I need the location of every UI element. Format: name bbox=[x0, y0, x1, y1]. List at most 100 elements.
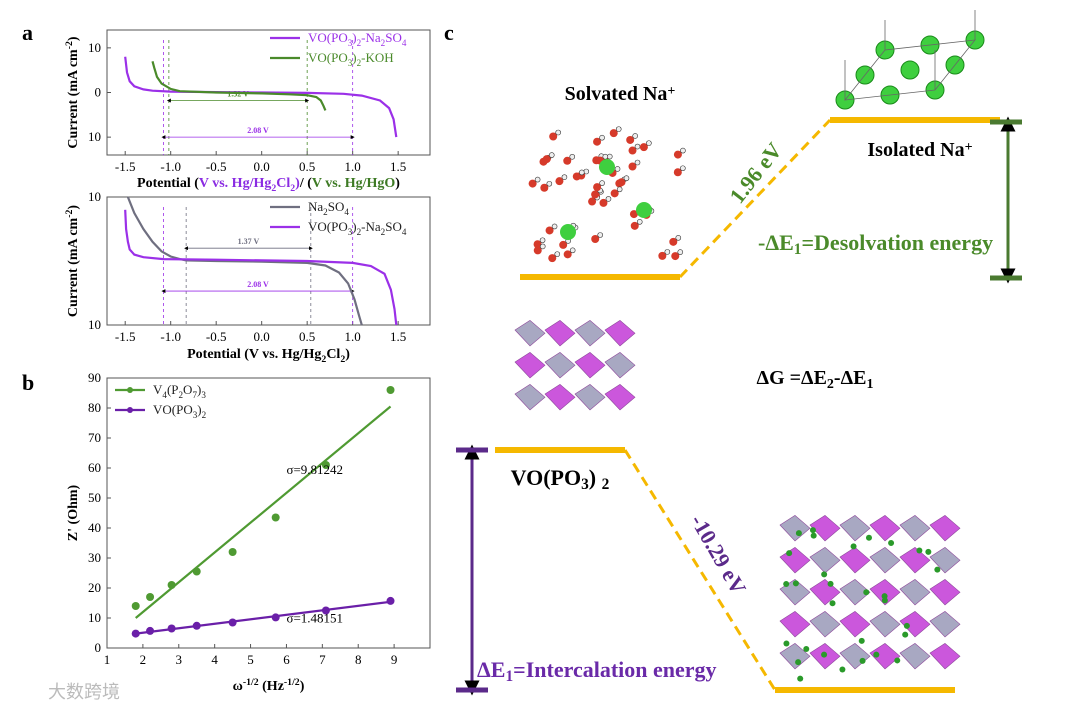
watermark: 大数跨境 bbox=[48, 682, 120, 703]
legend-swatch bbox=[127, 387, 133, 393]
water-h bbox=[578, 169, 585, 176]
na-ion bbox=[560, 224, 576, 240]
text-part: ) bbox=[352, 30, 356, 45]
na-site bbox=[902, 631, 909, 638]
y-tick-label: 40 bbox=[88, 520, 101, 535]
na-site bbox=[881, 597, 888, 604]
text-part: V vs. Hg/Hg bbox=[199, 176, 271, 191]
na-site bbox=[795, 659, 802, 666]
na-ion bbox=[599, 159, 615, 175]
polyhedron bbox=[809, 611, 841, 638]
text-part: 2 bbox=[381, 38, 386, 48]
x-tick-label: 5 bbox=[247, 652, 254, 667]
text-part: ΔE bbox=[477, 657, 505, 682]
point bbox=[131, 602, 140, 610]
water-o bbox=[671, 252, 680, 261]
point bbox=[167, 581, 176, 589]
water-h bbox=[554, 251, 561, 257]
legend-label: Na2SO4 bbox=[308, 199, 349, 217]
water-h bbox=[602, 153, 609, 160]
fit-line bbox=[135, 600, 391, 635]
text-part: -2 bbox=[64, 41, 75, 49]
text-part: 2 bbox=[357, 58, 362, 68]
water-o bbox=[533, 246, 542, 255]
point bbox=[228, 548, 237, 556]
text-part: VO(PO bbox=[308, 30, 348, 45]
polyhedron bbox=[809, 515, 841, 542]
polyhedron bbox=[899, 643, 931, 670]
span-label: 1.52 V bbox=[227, 90, 249, 99]
na-site bbox=[839, 666, 846, 673]
na-site bbox=[916, 547, 923, 554]
series-line bbox=[124, 56, 398, 138]
text-part: 2 bbox=[179, 390, 184, 400]
point bbox=[271, 513, 280, 522]
water-h bbox=[599, 180, 605, 186]
y-tick-label: 20 bbox=[88, 580, 101, 595]
text-part: ) bbox=[66, 36, 81, 41]
na-site bbox=[821, 651, 828, 658]
level-connector bbox=[623, 449, 777, 691]
water-h bbox=[561, 174, 568, 180]
panel-letter: c bbox=[444, 20, 454, 45]
water-o bbox=[610, 189, 619, 198]
water-o bbox=[609, 129, 618, 138]
x-tick-label: 1 bbox=[104, 652, 111, 667]
water-h bbox=[534, 176, 541, 183]
fit-annotation: σ=9.81242 bbox=[286, 462, 343, 477]
fit-line bbox=[135, 405, 392, 619]
text-part: -Na bbox=[361, 219, 381, 234]
water-h bbox=[680, 165, 686, 172]
x-tick-label: -1.5 bbox=[115, 159, 136, 174]
polyhedron bbox=[779, 547, 811, 574]
water-o bbox=[593, 183, 602, 192]
na-site bbox=[821, 571, 828, 578]
polyhedron bbox=[929, 579, 961, 606]
text-part: ) bbox=[300, 679, 305, 694]
y-tick-label: 10 bbox=[88, 610, 101, 625]
water-h bbox=[605, 196, 612, 202]
text-part: ΔG =ΔE bbox=[757, 367, 827, 389]
text-part: 3 bbox=[348, 58, 353, 68]
point bbox=[146, 593, 155, 601]
polyhedron bbox=[779, 611, 811, 638]
text-part: SO bbox=[385, 219, 402, 234]
y-tick-label: 10 bbox=[88, 189, 101, 204]
span-label: 2.08 V bbox=[247, 126, 269, 135]
water-o bbox=[629, 210, 638, 219]
text-part: + bbox=[965, 140, 973, 155]
legend-label: VO(PO3)2-KOH bbox=[308, 50, 394, 68]
na-site bbox=[783, 580, 790, 587]
na-site bbox=[873, 651, 880, 658]
point bbox=[131, 629, 140, 638]
x-tick-label: 1.5 bbox=[390, 329, 406, 344]
energy-value: 1.96 eV bbox=[724, 138, 787, 208]
water-o bbox=[563, 250, 572, 259]
na-site bbox=[888, 539, 895, 546]
legend-label: VO(PO3)2 bbox=[153, 402, 207, 420]
y-tick-label: 0 bbox=[95, 640, 102, 655]
label: Isolated Na+ bbox=[867, 139, 972, 161]
water-h bbox=[539, 237, 546, 244]
text-part: 2 bbox=[202, 410, 207, 420]
text-part: (P bbox=[167, 382, 179, 397]
polyhedron bbox=[604, 320, 636, 347]
x-tick-label: 2 bbox=[140, 652, 147, 667]
y-tick-label: 10 bbox=[88, 40, 101, 55]
text-part: -1/2 bbox=[284, 677, 300, 688]
na-site bbox=[925, 548, 932, 555]
x-tick-label: -0.5 bbox=[206, 159, 227, 174]
text-part: =Desolvation energy bbox=[802, 230, 994, 255]
water-o bbox=[628, 162, 637, 171]
plot-frame bbox=[106, 196, 431, 326]
polyhedron bbox=[574, 352, 606, 379]
text-part: 3 bbox=[348, 227, 353, 237]
water-o bbox=[626, 135, 635, 144]
text-part: Potential ( bbox=[137, 176, 199, 191]
water-o bbox=[628, 146, 637, 155]
text-part: ω bbox=[233, 679, 243, 694]
water-h bbox=[555, 129, 561, 136]
polyhedron bbox=[869, 643, 901, 670]
polyhedron bbox=[514, 384, 546, 411]
